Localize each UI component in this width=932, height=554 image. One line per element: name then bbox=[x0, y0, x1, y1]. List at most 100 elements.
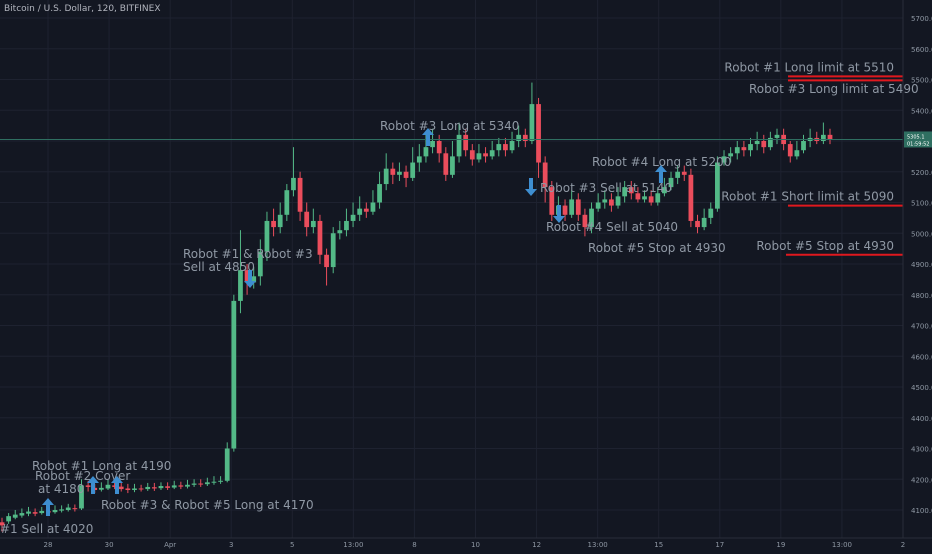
candle bbox=[224, 442, 230, 483]
candle bbox=[257, 239, 263, 286]
candle-body bbox=[211, 481, 217, 483]
candle bbox=[774, 128, 780, 145]
candle bbox=[662, 177, 667, 197]
candle-body bbox=[304, 211, 310, 228]
candle-body bbox=[65, 507, 71, 510]
candle-body bbox=[522, 134, 528, 141]
price-tick-label: 5000.0 bbox=[911, 230, 932, 238]
buy-arrow-icon[interactable] bbox=[42, 498, 54, 516]
level-label: Robot #1 Long limit at 5510 bbox=[724, 60, 894, 74]
candle-body bbox=[503, 144, 508, 151]
candle-body bbox=[231, 300, 237, 449]
candle-body bbox=[244, 270, 250, 283]
candle-body bbox=[98, 487, 104, 490]
candle-body bbox=[655, 193, 661, 203]
candle bbox=[483, 147, 488, 163]
candle bbox=[79, 479, 84, 510]
candle-body bbox=[118, 486, 124, 490]
price-tick-label: 4100.0 bbox=[911, 507, 932, 515]
candle bbox=[761, 134, 767, 154]
candle bbox=[542, 156, 548, 203]
candle bbox=[708, 202, 714, 225]
candle-body bbox=[105, 484, 111, 489]
candle-body bbox=[337, 230, 343, 234]
candle-body bbox=[204, 482, 210, 485]
candle bbox=[98, 482, 104, 492]
time-tick-label: 10 bbox=[471, 541, 480, 549]
candle-body bbox=[198, 483, 204, 485]
candle-body bbox=[787, 144, 793, 157]
candle bbox=[244, 264, 250, 295]
candle-body bbox=[39, 510, 45, 514]
price-axis: 4100.0 4200.0 4300.0 4400.0 4500.0 4600.0 4700… bbox=[902, 0, 932, 538]
level-lines: Robot #1 Long limit at 5510 Robot #1 Shor… bbox=[721, 60, 903, 256]
candle bbox=[383, 153, 389, 191]
candle-body bbox=[489, 150, 495, 157]
candle bbox=[734, 141, 740, 160]
candle-body bbox=[324, 254, 329, 268]
candle bbox=[403, 165, 409, 188]
candle-body bbox=[138, 488, 144, 490]
candle bbox=[416, 144, 422, 172]
sell-arrow-icon[interactable] bbox=[244, 270, 256, 288]
candle-body bbox=[238, 270, 243, 301]
candle bbox=[6, 513, 12, 524]
candle-body bbox=[291, 177, 296, 191]
candle bbox=[12, 510, 18, 520]
candle bbox=[138, 484, 144, 492]
candle-body bbox=[450, 156, 455, 175]
candle bbox=[668, 171, 674, 191]
price-tick-label: 4400.0 bbox=[911, 415, 932, 423]
candle bbox=[105, 479, 111, 491]
annotation-label: Robot #2 Cover bbox=[35, 469, 130, 483]
candle bbox=[238, 230, 243, 314]
candle-body bbox=[403, 171, 409, 178]
candle bbox=[72, 504, 78, 512]
candle-body bbox=[827, 134, 833, 140]
candle bbox=[794, 141, 800, 160]
candle bbox=[748, 137, 753, 157]
candle-body bbox=[642, 196, 647, 200]
candle-body bbox=[6, 516, 12, 522]
time-tick-label: 17 bbox=[715, 541, 724, 549]
candle bbox=[701, 208, 707, 231]
buy-arrow-icon[interactable] bbox=[87, 476, 99, 494]
buy-arrow-icon[interactable] bbox=[655, 165, 667, 183]
candle-body bbox=[350, 214, 356, 221]
candle-body bbox=[589, 208, 594, 228]
time-tick-label: 13:00 bbox=[588, 541, 608, 549]
buy-arrow-icon[interactable] bbox=[111, 476, 123, 494]
candle-body bbox=[681, 171, 687, 175]
candle bbox=[628, 180, 634, 200]
chart-grid bbox=[0, 0, 904, 538]
candle-body bbox=[330, 233, 336, 268]
candle bbox=[575, 193, 581, 221]
candle-body bbox=[284, 190, 290, 215]
candle bbox=[827, 128, 833, 145]
candle-body bbox=[32, 512, 38, 514]
sell-arrow-icon[interactable] bbox=[525, 178, 537, 196]
price-tick-label: 5500.0 bbox=[911, 77, 932, 85]
candle bbox=[337, 220, 343, 240]
candle bbox=[655, 187, 661, 206]
candle-body bbox=[383, 168, 389, 185]
time-tick-label: 3 bbox=[229, 541, 233, 549]
sell-arrow-icon[interactable] bbox=[553, 205, 565, 223]
candle bbox=[178, 481, 184, 490]
candle bbox=[291, 147, 296, 197]
candle bbox=[158, 482, 164, 491]
candle bbox=[271, 208, 276, 237]
candle-body bbox=[317, 220, 323, 255]
candle-body bbox=[529, 104, 535, 141]
candle-body bbox=[151, 487, 157, 489]
candle-body bbox=[185, 484, 190, 487]
candle bbox=[476, 144, 482, 163]
candle bbox=[277, 202, 283, 234]
candle bbox=[231, 294, 237, 452]
annotation-label: Robot #3 Long limit at 5490 bbox=[749, 82, 919, 96]
candle bbox=[721, 150, 727, 166]
candle bbox=[496, 137, 502, 157]
buy-arrow-icon[interactable] bbox=[422, 128, 434, 146]
